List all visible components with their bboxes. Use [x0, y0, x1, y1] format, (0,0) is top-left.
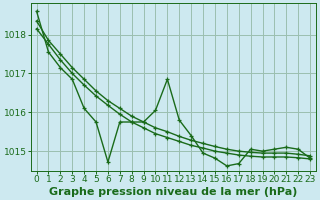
X-axis label: Graphe pression niveau de la mer (hPa): Graphe pression niveau de la mer (hPa) — [49, 187, 298, 197]
